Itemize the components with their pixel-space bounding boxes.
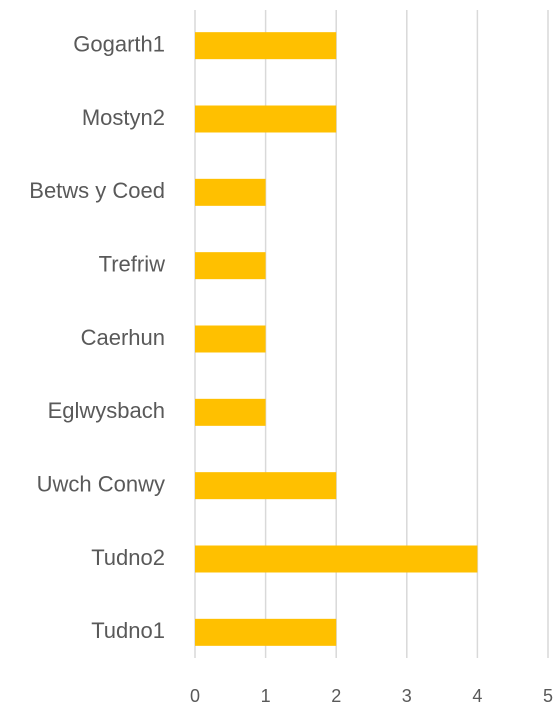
x-tick-label: 3 bbox=[402, 686, 412, 706]
bar bbox=[195, 325, 266, 353]
bar bbox=[195, 105, 337, 133]
x-tick-label: 2 bbox=[331, 686, 341, 706]
x-tick-label: 4 bbox=[472, 686, 482, 706]
y-tick-label: Betws y Coed bbox=[29, 178, 165, 203]
bar bbox=[195, 252, 266, 280]
x-tick-label: 1 bbox=[261, 686, 271, 706]
y-tick-label: Tudno1 bbox=[91, 618, 165, 643]
y-tick-label: Trefriw bbox=[99, 251, 166, 276]
x-tick-label: 0 bbox=[190, 686, 200, 706]
bar bbox=[195, 398, 266, 426]
y-tick-label: Caerhun bbox=[81, 325, 165, 350]
y-tick-label: Gogarth1 bbox=[73, 31, 165, 56]
y-tick-label: Eglwysbach bbox=[48, 398, 165, 423]
y-tick-label: Uwch Conwy bbox=[37, 471, 165, 496]
bar bbox=[195, 32, 337, 60]
y-tick-label: Mostyn2 bbox=[82, 105, 165, 130]
bar bbox=[195, 178, 266, 206]
y-tick-label: Tudno2 bbox=[91, 545, 165, 570]
bar bbox=[195, 618, 337, 646]
x-tick-label: 5 bbox=[543, 686, 553, 706]
bar bbox=[195, 545, 478, 573]
bar bbox=[195, 472, 337, 500]
